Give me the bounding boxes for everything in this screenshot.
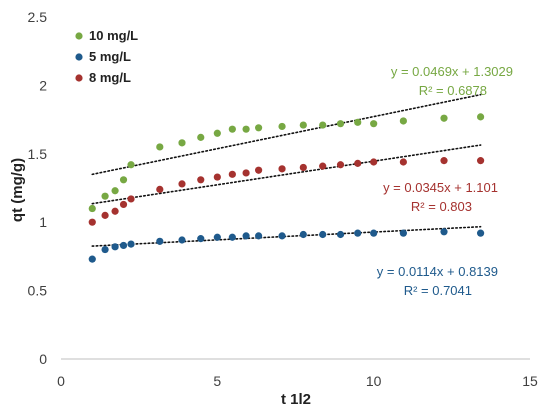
data-point-series-1 bbox=[178, 236, 186, 244]
trendline-equation: y = 0.0345x + 1.101 bbox=[383, 180, 498, 195]
data-point-series-0 bbox=[156, 143, 164, 151]
data-point-series-0 bbox=[111, 187, 119, 195]
x-tick-label: 5 bbox=[213, 373, 221, 389]
data-point-series-0 bbox=[88, 204, 96, 213]
data-point-series-1 bbox=[278, 232, 286, 240]
data-point-series-1 bbox=[440, 228, 448, 236]
trendline-r-squared: R² = 0.6878 bbox=[419, 83, 487, 98]
data-point-series-1 bbox=[127, 240, 135, 248]
data-point-series-2 bbox=[178, 180, 186, 188]
data-point-series-2 bbox=[242, 169, 250, 177]
data-point-series-0 bbox=[336, 120, 345, 128]
legend-label: 5 mg/L bbox=[89, 49, 131, 64]
data-point-series-1 bbox=[354, 229, 362, 237]
data-point-series-2 bbox=[228, 170, 236, 178]
data-point-series-1 bbox=[370, 229, 378, 237]
data-point-series-0 bbox=[213, 129, 221, 137]
data-point-series-1 bbox=[119, 241, 128, 250]
trendline-r-squared: R² = 0.7041 bbox=[404, 283, 472, 298]
x-axis-title: t 1l2 bbox=[281, 391, 311, 408]
data-point-series-1 bbox=[111, 243, 119, 251]
data-point-series-0 bbox=[299, 121, 307, 129]
x-tick-label: 15 bbox=[522, 373, 538, 389]
data-point-series-1 bbox=[319, 230, 327, 239]
data-point-series-1 bbox=[255, 232, 263, 240]
trendline-2 bbox=[91, 144, 482, 205]
y-axis-tick-labels: 0 0.5 1 1.5 2 2.5 bbox=[28, 9, 48, 367]
x-axis-tick-labels: 0 5 10 15 bbox=[57, 373, 538, 389]
y-tick-label: 1.5 bbox=[28, 146, 48, 162]
data-point-series-2 bbox=[101, 211, 109, 219]
data-point-series-2 bbox=[127, 195, 135, 203]
data-point-series-2 bbox=[476, 157, 485, 165]
data-point-series-1 bbox=[213, 233, 221, 241]
data-point-series-2 bbox=[370, 158, 378, 166]
data-point-series-2 bbox=[336, 161, 345, 169]
y-tick-label: 2 bbox=[39, 77, 47, 93]
data-point-series-0 bbox=[440, 114, 448, 122]
legend-label: 10 mg/L bbox=[89, 28, 138, 43]
y-tick-label: 0.5 bbox=[28, 283, 48, 299]
data-point-series-2 bbox=[197, 176, 205, 184]
data-point-series-0 bbox=[127, 161, 135, 169]
data-point-series-2 bbox=[255, 166, 263, 174]
data-point-series-0 bbox=[370, 120, 378, 128]
data-point-series-1 bbox=[476, 229, 485, 237]
data-point-series-0 bbox=[255, 124, 263, 132]
data-point-series-1 bbox=[336, 230, 345, 239]
data-point-series-2 bbox=[119, 200, 128, 209]
data-point-series-2 bbox=[299, 163, 307, 172]
y-axis-title: qt (mg/g) bbox=[9, 158, 26, 222]
trendline-equation: y = 0.0469x + 1.3029 bbox=[391, 64, 513, 79]
plot-area bbox=[61, 93, 530, 360]
data-point-series-1 bbox=[228, 233, 236, 241]
data-point-series-1 bbox=[399, 229, 407, 237]
data-point-series-2 bbox=[354, 159, 362, 167]
data-point-series-1 bbox=[299, 230, 307, 239]
y-tick-label: 2.5 bbox=[28, 9, 48, 25]
data-point-series-2 bbox=[156, 185, 164, 193]
trendline-equation: y = 0.0114x + 0.8139 bbox=[377, 264, 498, 279]
data-point-series-2 bbox=[399, 158, 407, 166]
data-point-series-0 bbox=[278, 122, 286, 131]
y-tick-label: 1 bbox=[39, 214, 47, 230]
trendline-0 bbox=[91, 93, 482, 176]
data-point-series-2 bbox=[440, 157, 448, 165]
data-point-series-0 bbox=[242, 125, 250, 133]
data-point-series-0 bbox=[399, 117, 407, 125]
data-point-series-1 bbox=[101, 245, 109, 254]
data-point-series-2 bbox=[213, 173, 221, 181]
data-point-series-1 bbox=[197, 235, 205, 243]
data-point-series-2 bbox=[278, 165, 286, 173]
trendline-r-squared: R² = 0.803 bbox=[411, 199, 472, 214]
data-point-series-1 bbox=[242, 232, 250, 240]
data-point-series-0 bbox=[476, 113, 485, 121]
data-point-series-0 bbox=[228, 125, 236, 133]
legend-marker-2 bbox=[75, 74, 83, 82]
data-point-series-0 bbox=[354, 118, 362, 126]
data-point-series-2 bbox=[88, 218, 96, 226]
data-point-series-0 bbox=[197, 133, 205, 141]
data-point-series-0 bbox=[101, 192, 109, 200]
y-tick-label: 0 bbox=[39, 351, 47, 367]
x-tick-label: 0 bbox=[57, 373, 65, 389]
data-point-series-0 bbox=[178, 139, 186, 147]
data-point-series-2 bbox=[319, 162, 327, 170]
legend: 10 mg/L 5 mg/L 8 mg/L bbox=[75, 28, 138, 85]
data-point-series-0 bbox=[119, 176, 128, 184]
trendline-equations: y = 0.0469x + 1.3029 R² = 0.6878 y = 0.034… bbox=[377, 64, 513, 298]
legend-marker-0 bbox=[75, 32, 83, 40]
trendline-1 bbox=[91, 225, 482, 247]
legend-marker-1 bbox=[75, 53, 83, 61]
data-point-series-2 bbox=[111, 207, 119, 215]
x-tick-label: 10 bbox=[366, 373, 382, 389]
data-point-series-1 bbox=[156, 237, 164, 245]
data-point-series-0 bbox=[319, 121, 327, 129]
legend-label: 8 mg/L bbox=[89, 70, 131, 85]
data-point-series-1 bbox=[88, 255, 96, 263]
